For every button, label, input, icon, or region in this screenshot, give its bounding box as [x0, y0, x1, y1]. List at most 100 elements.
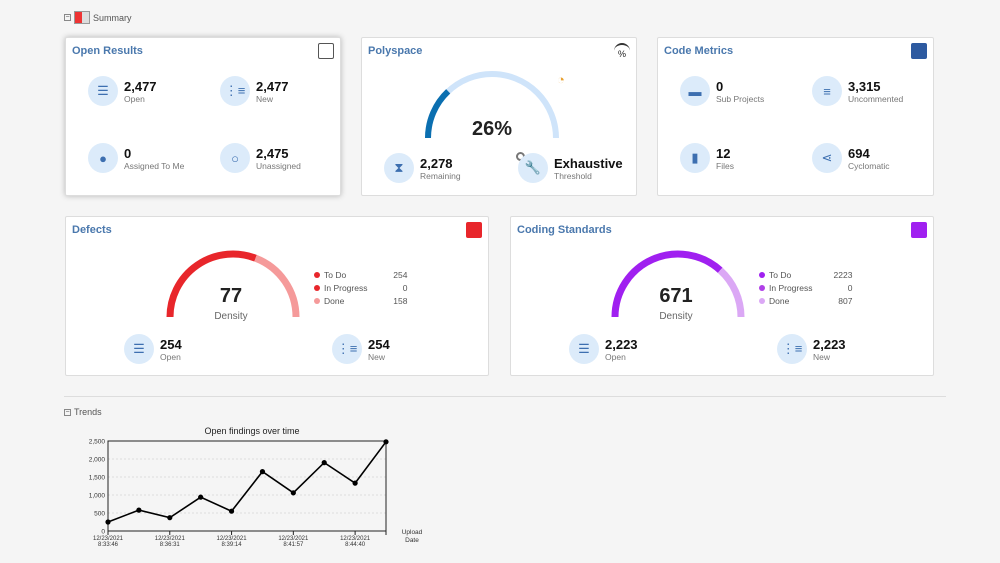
trends-section-header[interactable]: − Trends	[64, 407, 102, 417]
legend-item[interactable]: Done 807	[759, 294, 852, 307]
legend-item[interactable]: To Do 2223	[759, 268, 852, 281]
stat-new[interactable]: ⋮≡ 254 New	[332, 334, 390, 364]
coding-standards-icon[interactable]	[911, 222, 927, 238]
stat-open[interactable]: ☰ 2,223 Open	[569, 334, 638, 364]
stat-value: 0	[716, 78, 724, 94]
percent-gauge-icon[interactable]: %	[614, 43, 630, 59]
stat-files[interactable]: ▮ 12 Files	[680, 143, 734, 173]
stat-label: New	[256, 93, 274, 104]
code-metrics-card[interactable]: Code Metrics ▬ 0 Sub Projects ≡ 3,315 Uncomm…	[657, 37, 934, 196]
stat-threshold[interactable]: 🔧 Exhaustive Threshold	[518, 153, 623, 183]
legend-item[interactable]: Done 158	[314, 294, 407, 307]
coding-standards-card[interactable]: Coding Standards 671 Density To Do 2223 In…	[510, 216, 934, 376]
density-label: Density	[214, 311, 248, 322]
summary-section-header[interactable]: − Summary	[64, 11, 132, 24]
data-point[interactable]	[167, 515, 173, 521]
wrench-icon: 🔧	[518, 153, 548, 183]
collapse-icon[interactable]: −	[64, 14, 71, 21]
card-title: Code Metrics	[664, 45, 734, 57]
divider	[64, 396, 946, 397]
stat-unassigned[interactable]: ○ 2,475 Unassigned	[220, 143, 301, 173]
series-line	[107, 441, 387, 523]
legend: To Do 254 In Progress 0 Done 158	[314, 268, 407, 307]
stat-value: Exhaustive	[554, 155, 623, 171]
stat-open[interactable]: ☰ 254 Open	[124, 334, 182, 364]
data-point[interactable]	[290, 490, 296, 496]
checklist-icon[interactable]	[318, 43, 334, 59]
stat-value: 694	[848, 145, 870, 161]
legend-dot	[314, 284, 320, 291]
gauge-progress-arc	[425, 89, 451, 139]
density-label: Density	[659, 311, 693, 322]
summary-icon	[74, 11, 90, 24]
data-point[interactable]	[352, 480, 358, 486]
hourglass-icon: ⧗	[384, 153, 414, 183]
stat-value: 2,223	[605, 336, 638, 352]
legend-item[interactable]: In Progress 0	[314, 281, 407, 294]
card-title: Defects	[72, 224, 112, 236]
polyspace-card[interactable]: Polyspace % ◔ 26% ⧗ 2,278 Remaining 🔧 Exhau…	[361, 37, 637, 196]
x-tick-label: 12/23/2021	[340, 536, 371, 542]
stat-value: 2,477	[256, 78, 289, 94]
stat-value: 254	[160, 336, 182, 352]
data-point[interactable]	[383, 439, 389, 445]
data-point[interactable]	[228, 508, 235, 514]
new-list-icon: ⋮≡	[220, 76, 250, 106]
stat-uncommented[interactable]: ≡ 3,315 Uncommented	[812, 76, 903, 106]
collapse-icon[interactable]: −	[64, 408, 71, 416]
stat-remaining[interactable]: ⧗ 2,278 Remaining	[384, 153, 461, 183]
data-point[interactable]	[321, 460, 327, 466]
gauge-arc-done	[717, 267, 745, 318]
x-tick-label: 12/23/2021	[278, 536, 309, 542]
legend-dot	[314, 297, 320, 304]
x-axis-label: Date	[405, 537, 419, 544]
legend-label: To Do	[769, 269, 792, 280]
card-title: Coding Standards	[517, 224, 612, 236]
user-outline-icon: ○	[220, 143, 250, 173]
stat-value: 0	[124, 145, 132, 161]
legend-item[interactable]: In Progress 0	[759, 281, 852, 294]
stat-value: 254	[368, 336, 390, 352]
stat-label: Open	[160, 351, 181, 362]
stat-new[interactable]: ⋮≡ 2,223 New	[777, 334, 846, 364]
stat-label: Threshold	[554, 170, 592, 181]
stat-cyclomatic[interactable]: ⋖ 694 Cyclomatic	[812, 143, 890, 173]
density-gauge	[166, 250, 300, 318]
y-tick-label: 0	[101, 529, 105, 536]
stat-label: Open	[605, 351, 626, 362]
stat-assigned[interactable]: ● 0 Assigned To Me	[88, 143, 184, 173]
card-title: Open Results	[72, 45, 143, 57]
file-icon: ▮	[680, 143, 710, 173]
legend-dot	[314, 271, 320, 278]
data-point[interactable]	[259, 469, 266, 475]
legend-label: To Do	[324, 269, 347, 280]
defects-icon[interactable]	[466, 222, 482, 238]
legend-item[interactable]: To Do 254	[314, 268, 407, 281]
stat-value: 2,475	[256, 145, 289, 161]
legend-label: In Progress	[769, 282, 813, 293]
metrics-icon[interactable]	[911, 43, 927, 59]
defects-card[interactable]: Defects 77 Density To Do 254 In Progress 0 D…	[65, 216, 489, 376]
progress-percent: 26%	[471, 118, 513, 140]
legend-dot	[759, 271, 765, 278]
new-list-icon: ⋮≡	[777, 334, 807, 364]
stat-open[interactable]: ☰ 2,477 Open	[88, 76, 157, 106]
stat-value: 3,315	[848, 78, 881, 94]
legend: To Do 2223 In Progress 0 Done 807	[759, 268, 852, 307]
y-tick-label: 1,500	[89, 475, 106, 482]
stat-label: Sub Projects	[716, 93, 765, 104]
stat-sub-projects[interactable]: ▬ 0 Sub Projects	[680, 76, 764, 106]
chart-title: Open findings over time	[204, 426, 299, 436]
stat-value: 2,223	[813, 336, 846, 352]
legend-dot	[759, 284, 765, 291]
data-point[interactable]	[136, 507, 142, 513]
legend-value: 254	[393, 269, 408, 280]
stat-label: Uncommented	[848, 93, 904, 104]
x-tick-label: 8:44:40	[345, 542, 366, 548]
plot-frame	[107, 440, 387, 532]
open-results-card[interactable]: Open Results ☰ 2,477 Open ⋮≡ 2,477 New ● 0 Ass…	[65, 37, 341, 196]
stat-new[interactable]: ⋮≡ 2,477 New	[220, 76, 289, 106]
gauge-arc-todo	[166, 250, 257, 318]
data-point[interactable]	[198, 494, 204, 500]
data-point[interactable]	[105, 519, 111, 525]
